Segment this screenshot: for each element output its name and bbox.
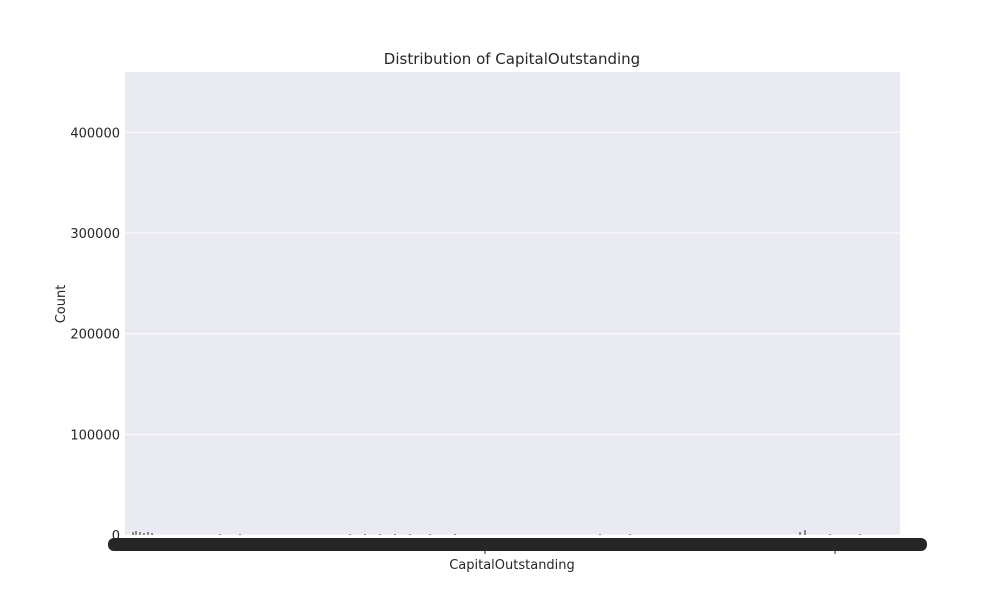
plot-area: [125, 72, 900, 535]
x-axis-label: CapitalOutstanding: [449, 558, 575, 573]
x-tick-labels: [108, 538, 927, 554]
y-tick-label-3: 300000: [70, 227, 120, 242]
y-tick-label-1: 100000: [70, 428, 120, 443]
y-tick-label-2: 200000: [70, 328, 120, 343]
bars: [132, 530, 861, 535]
chart-title: Distribution of CapitalOutstanding: [384, 50, 640, 68]
y-tick-label-0: 0: [112, 529, 120, 544]
gridlines: [125, 131, 900, 536]
y-tick-label-4: 400000: [70, 126, 120, 141]
y-tick-labels: 0 100000 200000 300000 400000: [70, 126, 120, 544]
x-tick-labels-overlap: [108, 538, 927, 551]
y-axis-label: Count: [54, 285, 69, 324]
